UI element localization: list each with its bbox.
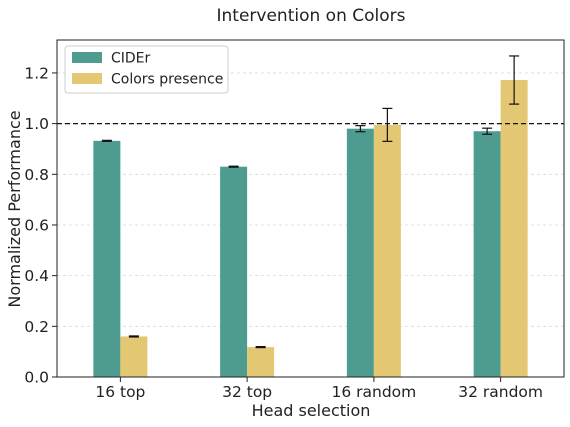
- ticks: 0.0 0.2 0.4 0.6 0.8 1.0 1.2 16 top 32 top 16 rand…: [24, 64, 543, 401]
- legend-label: Colors presence: [111, 72, 223, 88]
- chart-title: Intervention on Colors: [217, 6, 406, 26]
- y-tick-label: 0.6: [24, 216, 49, 234]
- legend-swatch: [72, 73, 102, 84]
- y-axis-label: Normalized Performance: [5, 110, 24, 307]
- legend-swatch: [72, 52, 102, 63]
- x-tick-label: 32 random: [458, 383, 543, 401]
- bar: [93, 140, 121, 377]
- legend-box: [64, 45, 229, 94]
- plot-frame: [56, 39, 565, 378]
- y-tick-label: 1.2: [24, 64, 49, 82]
- bar: [247, 347, 275, 377]
- y-tick-label: 0.4: [24, 267, 49, 285]
- bar: [500, 80, 528, 378]
- x-tick-label: 16 top: [95, 383, 145, 401]
- legend: CIDEr Colors presence: [64, 45, 229, 94]
- x-axis-label: Head selection: [252, 401, 371, 420]
- bar: [346, 128, 374, 377]
- bar: [220, 166, 248, 377]
- y-tick-label: 0.8: [24, 166, 49, 184]
- bar: [373, 124, 401, 378]
- y-tick-label: 0.0: [24, 369, 49, 387]
- x-tick-label: 16 random: [331, 383, 416, 401]
- legend-label: CIDEr: [111, 51, 151, 67]
- bar: [120, 336, 148, 377]
- y-tick-label: 1.0: [24, 115, 49, 133]
- y-tick-label: 0.2: [24, 318, 49, 336]
- bar: [473, 131, 501, 377]
- x-tick-label: 32 top: [222, 383, 272, 401]
- bars: [93, 55, 528, 378]
